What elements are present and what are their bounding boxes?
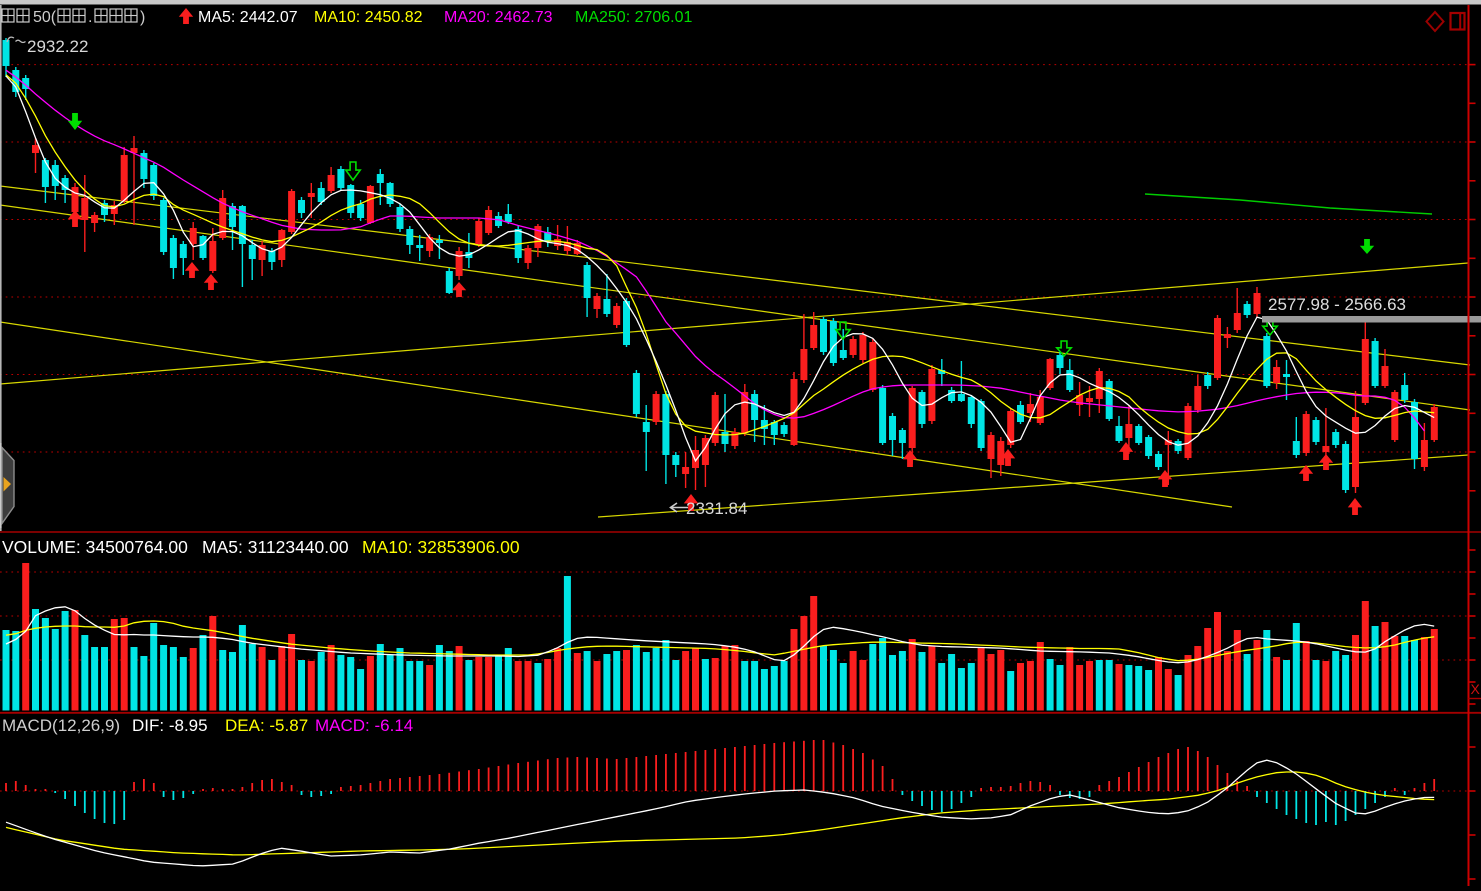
svg-text:.: . — [88, 9, 92, 26]
svg-text:MACD: -6.14: MACD: -6.14 — [315, 716, 413, 735]
svg-text:50(: 50( — [33, 9, 57, 26]
svg-text:DIF: -8.95: DIF: -8.95 — [132, 716, 208, 735]
svg-text:MACD(12,26,9): MACD(12,26,9) — [2, 716, 120, 735]
svg-text:MA250: 2706.01: MA250: 2706.01 — [575, 9, 693, 26]
svg-text:2577.98 - 2566.63: 2577.98 - 2566.63 — [1268, 295, 1406, 314]
svg-text:): ) — [140, 9, 145, 26]
svg-text:MA10: 32853906.00: MA10: 32853906.00 — [362, 537, 520, 557]
svg-text:DEA: -5.87: DEA: -5.87 — [225, 716, 308, 735]
svg-text:2331.84: 2331.84 — [686, 499, 747, 518]
svg-text:X: X — [1471, 681, 1481, 697]
svg-text:2932.22: 2932.22 — [27, 37, 88, 56]
svg-text:MA10: 2450.82: MA10: 2450.82 — [314, 9, 423, 26]
svg-text:MA5: 31123440.00: MA5: 31123440.00 — [202, 537, 349, 557]
svg-text:MA20: 2462.73: MA20: 2462.73 — [444, 9, 553, 26]
svg-text:VOLUME: 34500764.00: VOLUME: 34500764.00 — [2, 537, 188, 557]
svg-text:MA5: 2442.07: MA5: 2442.07 — [198, 9, 298, 26]
